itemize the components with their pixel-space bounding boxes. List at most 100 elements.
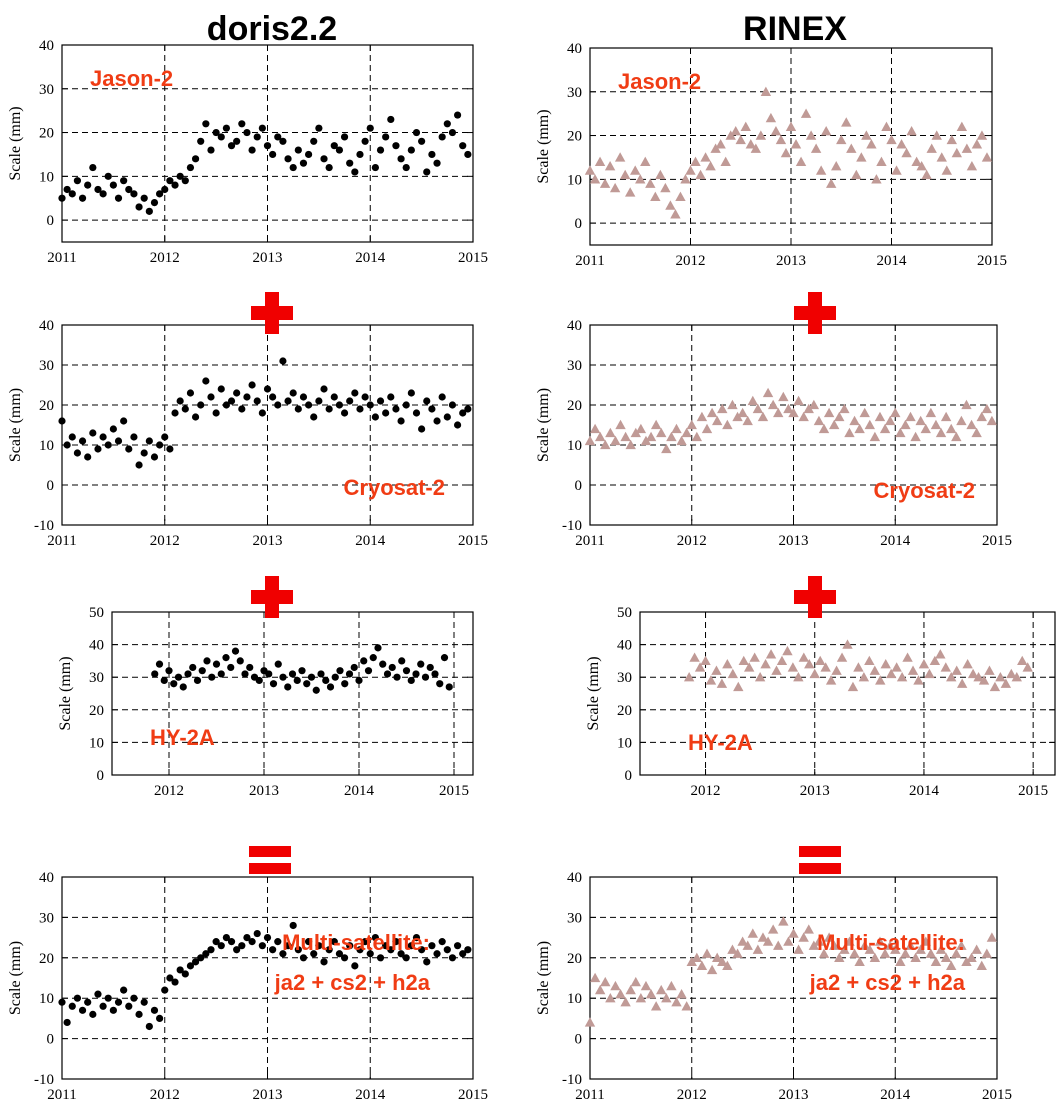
data-point xyxy=(335,950,344,958)
data-point xyxy=(853,662,864,672)
data-point xyxy=(94,185,102,194)
data-point xyxy=(946,134,957,145)
data-point xyxy=(854,423,865,434)
data-point xyxy=(140,194,148,202)
satellite-label: Jason-2 xyxy=(618,69,701,94)
y-tick-label: 10 xyxy=(567,438,582,454)
data-point xyxy=(661,993,672,1003)
data-point xyxy=(930,956,942,966)
y-tick-label: 10 xyxy=(617,735,632,751)
data-point xyxy=(666,431,677,442)
data-point xyxy=(986,415,998,426)
data-point xyxy=(181,405,189,413)
data-point xyxy=(212,938,220,946)
data-point xyxy=(351,168,359,176)
data-point xyxy=(299,159,308,167)
data-point xyxy=(650,1001,662,1011)
data-point xyxy=(1000,678,1012,688)
data-point xyxy=(382,942,390,950)
data-point xyxy=(104,994,112,1002)
data-point xyxy=(1022,662,1033,672)
y-tick-label: 0 xyxy=(575,478,583,494)
data-point xyxy=(325,163,333,172)
x-tick-label: 2013 xyxy=(779,1087,809,1101)
data-point xyxy=(150,199,159,207)
data-point xyxy=(176,966,184,974)
data-point xyxy=(63,441,71,449)
data-point xyxy=(645,431,657,442)
y-tick-label: 40 xyxy=(617,638,632,654)
y-tick-label: -10 xyxy=(562,518,582,534)
data-point xyxy=(407,389,415,397)
data-point xyxy=(345,670,354,678)
data-point xyxy=(966,161,978,171)
data-point xyxy=(706,407,718,418)
data-point xyxy=(258,409,266,417)
data-point xyxy=(274,133,282,141)
data-point xyxy=(966,952,977,962)
data-point xyxy=(176,397,184,405)
data-point xyxy=(355,676,363,685)
data-point xyxy=(398,657,406,665)
data-point xyxy=(594,156,606,166)
data-point xyxy=(885,668,897,679)
data-point xyxy=(589,972,601,983)
data-point xyxy=(186,389,195,397)
data-point xyxy=(310,137,318,145)
data-point xyxy=(63,185,71,194)
data-point xyxy=(686,956,697,966)
x-tick-label: 2013 xyxy=(253,533,283,549)
data-point xyxy=(236,657,244,665)
data-point xyxy=(650,419,662,430)
data-point xyxy=(859,940,870,950)
data-point xyxy=(881,121,892,131)
y-tick-label: 40 xyxy=(567,41,582,57)
data-point xyxy=(186,163,195,172)
data-point xyxy=(619,169,631,180)
data-point xyxy=(166,177,174,185)
y-tick-label: 20 xyxy=(89,703,104,719)
data-point xyxy=(243,128,251,137)
data-point xyxy=(238,942,246,950)
data-point xyxy=(925,948,937,958)
data-point xyxy=(676,435,687,446)
data-point xyxy=(361,938,369,946)
x-tick-label: 2011 xyxy=(47,250,76,266)
data-point xyxy=(78,437,87,445)
data-point xyxy=(905,940,916,950)
data-point xyxy=(94,445,102,453)
data-point xyxy=(681,427,692,438)
data-point xyxy=(798,652,810,662)
data-point xyxy=(341,680,349,688)
data-point xyxy=(212,660,221,668)
data-point xyxy=(854,956,865,966)
data-point xyxy=(825,675,837,685)
data-point xyxy=(717,956,728,966)
data-point xyxy=(818,423,830,434)
panel-multi_rinex: -10 0 10 20 30 40 2011 2012 2013 2014 2015 Scale (m… xyxy=(535,870,1012,1101)
equals-operator xyxy=(249,846,291,874)
data-point xyxy=(443,120,451,128)
data-point xyxy=(620,431,631,442)
data-point xyxy=(109,425,117,433)
data-point xyxy=(263,934,272,942)
data-point xyxy=(849,948,860,958)
data-point xyxy=(68,433,76,441)
data-point xyxy=(584,165,596,175)
data-point xyxy=(269,946,277,954)
y-tick-label: 30 xyxy=(39,910,54,926)
data-point xyxy=(387,393,395,401)
y-tick-label: 10 xyxy=(39,169,54,185)
data-point xyxy=(155,660,164,668)
data-point xyxy=(864,655,875,666)
data-point xyxy=(392,405,400,413)
y-tick-label: 50 xyxy=(617,605,632,621)
data-point xyxy=(289,163,297,172)
data-point xyxy=(859,407,870,418)
data-point xyxy=(203,657,211,665)
data-point xyxy=(171,978,179,986)
data-point xyxy=(762,936,774,946)
data-point xyxy=(771,665,782,675)
data-point xyxy=(976,960,987,971)
x-tick-label: 2012 xyxy=(677,533,707,549)
